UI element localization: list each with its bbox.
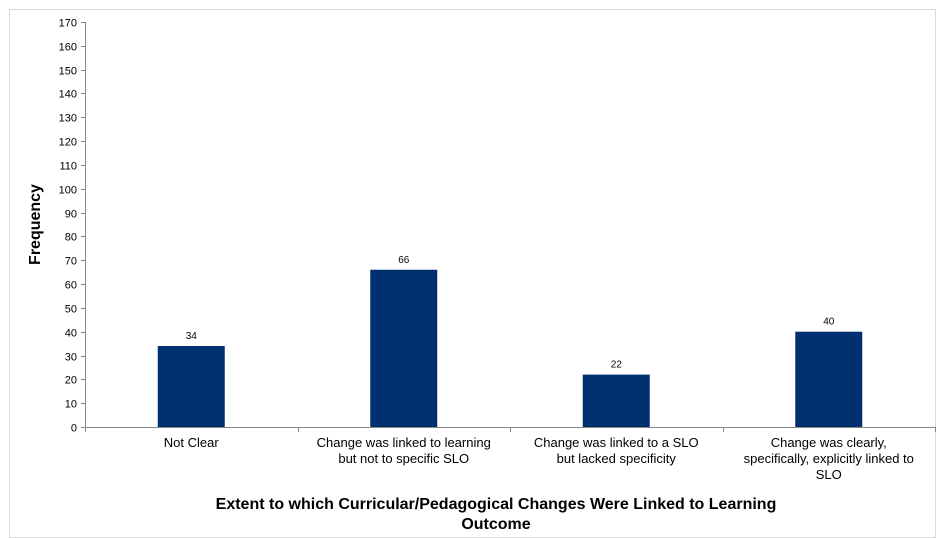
y-tick-label: 150 xyxy=(59,66,77,78)
y-tick-label: 130 xyxy=(59,113,77,125)
y-axis-title: Frequency xyxy=(27,184,44,265)
data-labels: 34 66 22 40 xyxy=(186,255,835,371)
y-tick-label: 120 xyxy=(59,137,77,149)
data-label: 40 xyxy=(823,317,835,328)
category-label-line: Not Clear xyxy=(164,435,220,450)
category-label-line: specifically, explicitly linked to xyxy=(744,451,914,466)
category-label-line: but not to specific SLO xyxy=(338,451,469,466)
x-axis-title: Extent to which Curricular/Pedagogical C… xyxy=(216,496,777,533)
category-label-line: SLO xyxy=(816,467,842,482)
y-tick-label: 10 xyxy=(65,399,77,411)
data-label: 34 xyxy=(186,331,198,342)
y-tick-label: 30 xyxy=(65,352,77,364)
bar xyxy=(795,331,863,427)
data-label: 66 xyxy=(398,255,410,266)
bar xyxy=(157,346,225,427)
y-tick-label: 70 xyxy=(65,256,77,268)
category-label: Not Clear xyxy=(164,435,220,450)
bars xyxy=(157,269,863,427)
category-labels: Not Clear Change was linked to learning bu… xyxy=(164,435,914,482)
x-axis xyxy=(85,427,936,432)
y-tick-label: 110 xyxy=(59,161,77,173)
category-label: Change was linked to a SLO but lacked spe… xyxy=(534,435,699,466)
category-label: Change was linked to learning but not to … xyxy=(317,435,491,466)
y-tick-label: 140 xyxy=(59,89,77,101)
y-tick-label: 90 xyxy=(65,209,77,221)
y-tick-label: 50 xyxy=(65,304,77,316)
category-label-line: Change was linked to a SLO xyxy=(534,435,699,450)
y-axis: 0 10 20 30 40 50 60 70 80 90 100 110 120 130 140 150 160… xyxy=(59,18,86,435)
category-label-line: but lacked specificity xyxy=(557,451,677,466)
category-label-line: Change was linked to learning xyxy=(317,435,491,450)
category-label: Change was clearly, specifically, explici… xyxy=(744,435,914,482)
x-axis-title-line: Extent to which Curricular/Pedagogical C… xyxy=(216,496,777,513)
y-tick-label: 40 xyxy=(65,328,77,340)
bar xyxy=(370,269,438,427)
y-tick-label: 80 xyxy=(65,232,77,244)
y-tick-label: 20 xyxy=(65,375,77,387)
x-axis-title-line: Outcome xyxy=(461,516,530,533)
y-tick-label: 60 xyxy=(65,280,77,292)
y-tick-label: 0 xyxy=(71,423,77,435)
category-label-line: Change was clearly, xyxy=(771,435,887,450)
bar xyxy=(582,374,650,427)
y-tick-label: 170 xyxy=(59,18,77,30)
y-tick-label: 160 xyxy=(59,42,77,54)
data-label: 22 xyxy=(611,360,623,371)
y-tick-label: 100 xyxy=(59,185,77,197)
